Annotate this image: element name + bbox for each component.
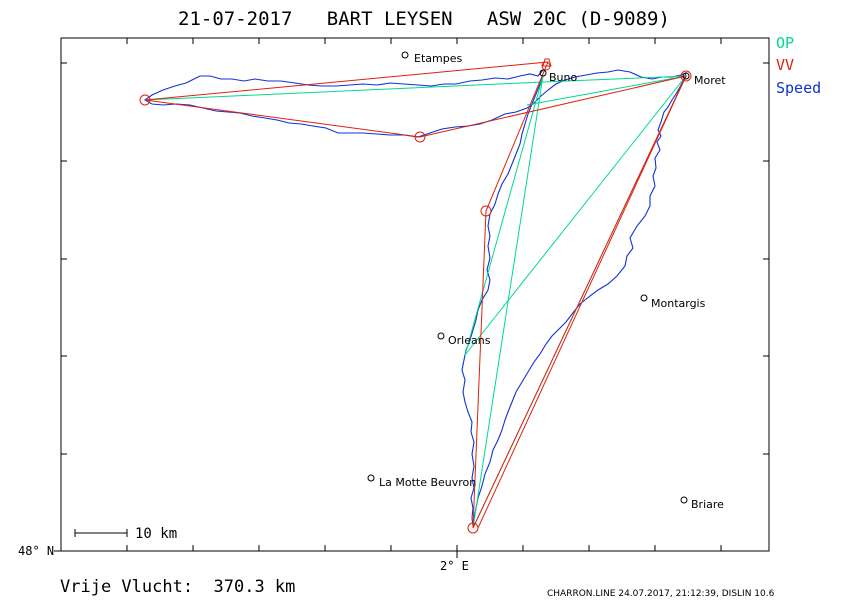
town-circle-icon <box>437 332 445 340</box>
place-moret: Moret <box>694 74 726 87</box>
source-text: CHARRON.LINE 24.07.2017, 21:12:39, DISLI… <box>547 589 775 599</box>
place-briare: Briare <box>691 498 724 511</box>
place-buno: Buno <box>549 71 577 84</box>
legend-speed: Speed <box>776 79 821 97</box>
turnpoint-circle-icon <box>414 131 426 143</box>
vv-route <box>144 61 687 529</box>
legend: OP VV Speed <box>776 34 821 97</box>
turnpoint-circle-icon <box>480 205 492 217</box>
scale-bar: 10 km <box>74 526 177 542</box>
legend-op: OP <box>776 34 794 52</box>
town-circle-icon <box>680 496 688 504</box>
turnpoint-circle-icon <box>139 94 151 106</box>
distance-text: Vrije Vlucht: 370.3 km <box>60 577 295 597</box>
legend-vv: VV <box>776 56 794 74</box>
scale-label: 10 km <box>135 526 177 542</box>
town-circle-icon <box>682 72 690 80</box>
start-triangle-icon <box>542 58 552 67</box>
axis-ticks <box>54 38 769 558</box>
town-circle-icon <box>539 69 547 77</box>
place-la-motte-beuvron: La Motte Beuvron <box>379 476 476 489</box>
place-etampes: Etampes <box>414 52 462 65</box>
town-circle-icon <box>367 474 375 482</box>
map-title: 21-07-2017 BART LEYSEN ASW 20C (D-9089) <box>178 8 670 30</box>
turnpoint-circle-icon <box>467 522 479 534</box>
turnpoints <box>139 61 692 534</box>
op-route <box>144 75 687 529</box>
place-orleans: Orleans <box>448 334 491 347</box>
places: Etampes Buno Moret Montargis Orleans La … <box>367 51 726 511</box>
town-circle-icon <box>401 51 409 59</box>
turnpoint-circle-icon <box>680 70 692 82</box>
place-montargis: Montargis <box>651 297 706 310</box>
town-circle-icon <box>640 294 648 302</box>
lat-label: 48° N <box>18 544 54 558</box>
speed-track <box>143 69 687 527</box>
lon-label: 2° E <box>440 559 469 573</box>
map-border <box>60 37 770 552</box>
